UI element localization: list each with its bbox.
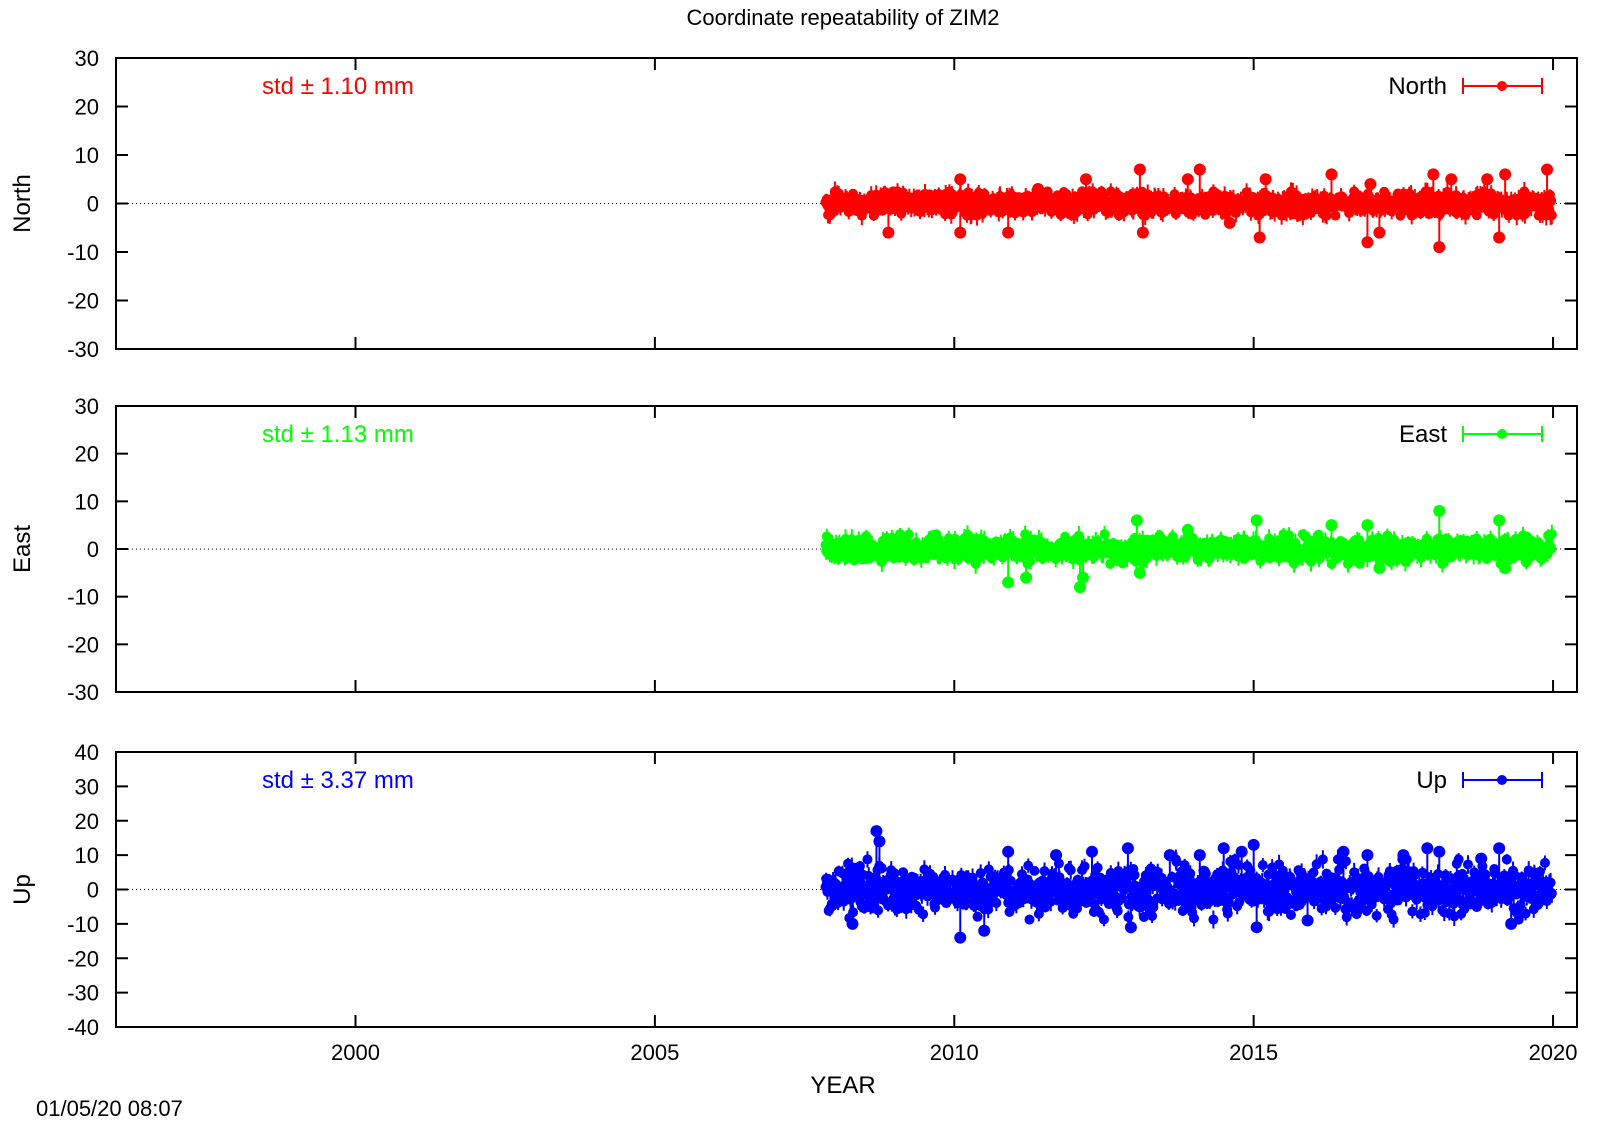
- data-point: [862, 854, 872, 864]
- y-tick-label-up: 10: [75, 843, 99, 868]
- legend-label-up: Up: [1416, 767, 1447, 794]
- y-tick-label-north: 10: [75, 143, 99, 168]
- outlier-point: [1361, 236, 1373, 248]
- outlier-point: [1182, 524, 1194, 536]
- y-tick-label-north: -10: [67, 240, 99, 265]
- outlier-point: [1254, 231, 1266, 243]
- outlier-point: [1373, 227, 1385, 239]
- y-tick-label-north: -20: [67, 289, 99, 314]
- data-point: [1547, 210, 1557, 220]
- outlier-point: [1499, 168, 1511, 180]
- panel-up: 40 30 20 10 0 -10 -20 -30 -40 Up std ± 3.37 mm Up: [9, 740, 1577, 1040]
- std-label-east: std ± 1.13 mm: [262, 421, 414, 448]
- outlier-point: [1134, 567, 1146, 579]
- y-axis-title-north: North: [9, 174, 36, 233]
- outlier-point: [1131, 514, 1143, 526]
- panel-east: 30 20 10 0 -10 -20 -30 East std ± 1.13 mm East: [9, 394, 1577, 705]
- y-tick-label-east: -20: [67, 632, 99, 657]
- y-tick-label-up: -30: [67, 981, 99, 1006]
- outlier-point: [1364, 178, 1376, 190]
- y-axis-title-east: East: [9, 525, 36, 573]
- outlier-point: [1134, 164, 1146, 176]
- outlier-point: [954, 227, 966, 239]
- outlier-point: [1361, 519, 1373, 531]
- legend-sample-up: [1463, 772, 1542, 788]
- outlier-point: [1373, 562, 1385, 574]
- y-tick-label-east: -10: [67, 585, 99, 610]
- outlier-point: [1251, 514, 1263, 526]
- outlier-point: [1002, 227, 1014, 239]
- legend-label-east: East: [1399, 421, 1447, 448]
- y-tick-label-up: -10: [67, 912, 99, 937]
- outlier-point: [1427, 168, 1439, 180]
- outlier-point: [1194, 164, 1206, 176]
- y-tick-label-east: 20: [75, 442, 99, 467]
- outlier-point: [882, 227, 894, 239]
- outlier-point: [1032, 183, 1044, 195]
- y-tick-label-north: 0: [87, 192, 99, 217]
- outlier-point: [1433, 505, 1445, 517]
- data-point: [1330, 211, 1340, 221]
- outlier-point: [1433, 241, 1445, 253]
- outlier-point: [1493, 514, 1505, 526]
- data-point: [1547, 529, 1557, 539]
- outlier-point: [1137, 227, 1149, 239]
- y-tick-label-east: -30: [67, 680, 99, 705]
- y-tick-label-east: 0: [87, 537, 99, 562]
- legend-label-north: North: [1388, 73, 1447, 100]
- outlier-point: [954, 173, 966, 185]
- y-tick-label-east: 10: [75, 489, 99, 514]
- std-label-up: std ± 3.37 mm: [262, 767, 414, 794]
- y-axis-title-up: Up: [9, 874, 36, 905]
- series-up: [821, 825, 1557, 944]
- outlier-point: [1499, 562, 1511, 574]
- outlier-point: [1182, 173, 1194, 185]
- data-point: [1100, 529, 1110, 539]
- outlier-point: [1493, 231, 1505, 243]
- outlier-point: [1224, 217, 1236, 229]
- y-tick-label-up: 40: [75, 740, 99, 765]
- outlier-point: [1002, 576, 1014, 588]
- y-tick-label-up: 0: [87, 878, 99, 903]
- outlier-point: [1326, 168, 1338, 180]
- data-point: [1546, 544, 1556, 554]
- outlier-point: [1445, 173, 1457, 185]
- outlier-point: [1481, 173, 1493, 185]
- y-tick-label-north: -30: [67, 337, 99, 362]
- legend-sample-east: [1463, 426, 1542, 442]
- chart-title: Coordinate repeatability of ZIM2: [686, 5, 999, 30]
- outlier-point: [1077, 572, 1089, 584]
- data-point: [904, 529, 914, 539]
- outlier-point: [1080, 173, 1092, 185]
- std-label-north: std ± 1.10 mm: [262, 73, 414, 100]
- legend-sample-north: [1463, 78, 1542, 94]
- y-tick-label-up: 30: [75, 774, 99, 799]
- y-tick-label-up: -20: [67, 946, 99, 971]
- y-tick-label-north: 30: [75, 46, 99, 71]
- outlier-point: [1260, 173, 1272, 185]
- series-east: [821, 505, 1557, 593]
- y-tick-label-north: 20: [75, 95, 99, 120]
- y-tick-label-up: 20: [75, 809, 99, 834]
- outlier-point: [1541, 164, 1553, 176]
- y-tick-label-up: -40: [67, 1015, 99, 1040]
- y-tick-label-east: 30: [75, 394, 99, 419]
- outlier-point: [1020, 572, 1032, 584]
- outlier-point: [1326, 519, 1338, 531]
- series-north: [821, 164, 1557, 254]
- panel-north: 30 20 10 0 -10 -20 -30 North std ± 1.10 mm North: [9, 46, 1577, 362]
